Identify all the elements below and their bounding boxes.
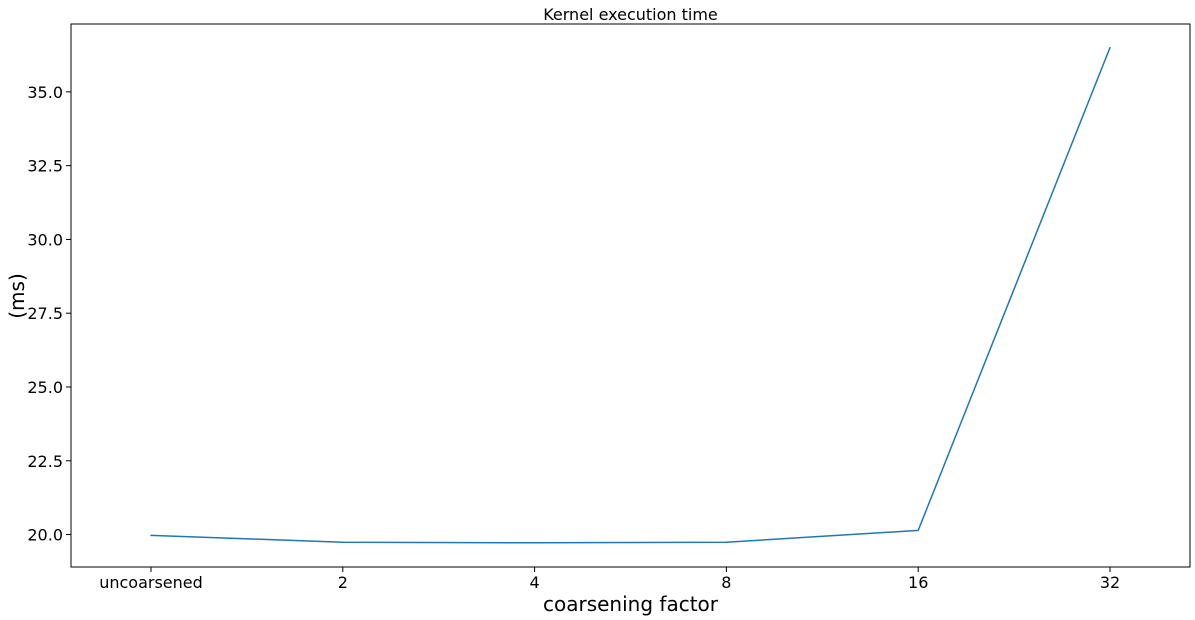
- data-point: [917, 529, 919, 532]
- data-point: [533, 542, 536, 544]
- y-tick-label: 35.0: [27, 83, 63, 102]
- y-tick-label: 27.5: [27, 304, 63, 323]
- x-tick-label: 2: [338, 573, 348, 592]
- data-point: [150, 534, 152, 537]
- x-tick-label: 4: [530, 573, 540, 592]
- plot-frame: [70, 23, 1191, 568]
- x-axis: uncoarsened 2 4 8 16 32: [99, 567, 1120, 592]
- x-tick-label: 16: [908, 573, 928, 592]
- y-tick-label: 32.5: [27, 157, 63, 176]
- data-point: [342, 541, 344, 543]
- series-line-0: [150, 47, 1111, 544]
- data-point: [1109, 46, 1111, 49]
- y-tick-label: 30.0: [27, 230, 63, 249]
- x-tick-label: uncoarsened: [99, 573, 203, 592]
- x-axis-label: coarsening factor: [543, 592, 719, 616]
- x-tick-label: 32: [1100, 573, 1120, 592]
- y-tick-label: 25.0: [27, 378, 63, 397]
- y-axis-label: (ms): [5, 273, 29, 319]
- y-tick-label: 22.5: [27, 452, 63, 471]
- chart-title: Kernel execution time: [543, 5, 718, 24]
- series-layer: [150, 46, 1111, 544]
- y-axis: 20.0 22.5 25.0 27.5 30.0 32.5 35.0: [27, 83, 71, 545]
- x-tick-label: 8: [721, 573, 731, 592]
- y-tick-label: 20.0: [27, 526, 63, 545]
- data-point: [725, 541, 728, 543]
